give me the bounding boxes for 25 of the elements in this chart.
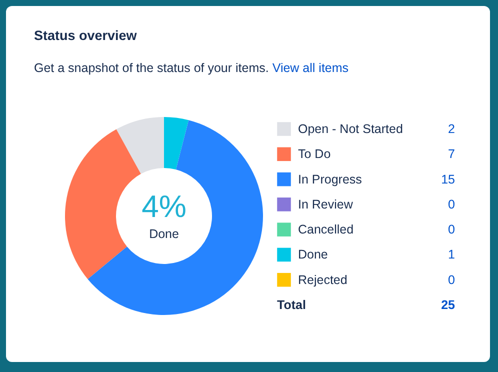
data-label: 15: [441, 172, 456, 186]
data-label: 7: [448, 147, 456, 162]
donut-slice: [164, 117, 189, 170]
legend-label: In Review: [298, 197, 354, 212]
text: Total: [277, 298, 306, 312]
text: View all items: [272, 61, 349, 75]
text: 0: [448, 197, 455, 212]
text: 0: [448, 222, 455, 237]
legend-label: Cancelled: [298, 222, 354, 237]
chart-subtitle: Get a snapshot of the status of your items.: [34, 61, 269, 75]
legend-label: Rejected: [298, 272, 348, 287]
data-label: 2: [448, 122, 456, 136]
text: 0: [448, 272, 455, 287]
donut-slice: [116, 117, 164, 174]
text: 4%: [142, 189, 186, 224]
text: 25: [441, 298, 455, 312]
chart-title: Status overview: [34, 28, 137, 43]
legend-label: Done: [298, 248, 328, 262]
donut-slice: [88, 120, 263, 315]
donut-slice: [65, 129, 141, 280]
text: Done: [149, 227, 179, 241]
legend-label: In Progress: [298, 172, 362, 186]
data-label: 1: [448, 248, 456, 262]
legend-label: To Do: [298, 147, 331, 162]
legend-label: Open - Not Started: [298, 122, 403, 136]
